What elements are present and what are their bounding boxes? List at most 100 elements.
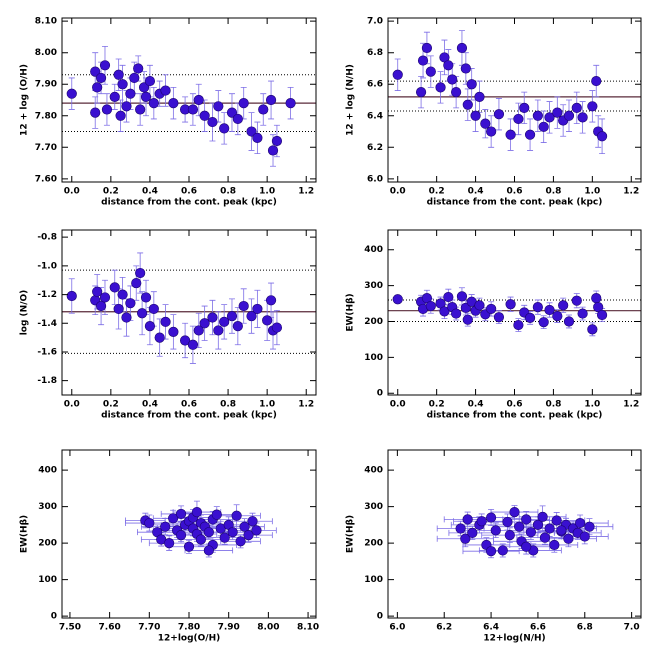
point (521, 514, 532, 525)
x-tick-label: 7.60 (99, 623, 121, 633)
point (207, 116, 218, 128)
point (232, 113, 243, 125)
point (179, 335, 191, 346)
y-tick-label: 7.90 (35, 80, 57, 90)
point (584, 521, 595, 532)
point (544, 523, 555, 534)
x-tick-label: 1.2 (623, 400, 639, 410)
point (95, 300, 107, 312)
point (579, 531, 590, 542)
point (509, 506, 520, 518)
point (113, 69, 124, 80)
point (497, 545, 508, 556)
y-axis-label: EW(Hβ) (346, 515, 356, 553)
point (168, 326, 179, 337)
point (213, 325, 224, 336)
point (563, 316, 575, 327)
y-tick-label: -1.4 (37, 319, 57, 329)
point (493, 109, 505, 120)
panel: 7.50 7.60 7.70 7.80 7.90 8.00 8.10 0 100 200 300 40… (20, 449, 319, 644)
point (504, 529, 515, 541)
point (514, 521, 525, 532)
y-tick-label: 200 (364, 317, 383, 327)
x-tick-label: 0.2 (429, 400, 445, 410)
point (480, 118, 491, 129)
point (447, 74, 458, 85)
point (187, 339, 199, 350)
point (154, 332, 165, 343)
point (451, 87, 462, 98)
point (219, 316, 230, 327)
point (191, 506, 203, 518)
point (109, 282, 120, 293)
x-axis-label: distance from the cont. peak (kpc) (427, 411, 603, 421)
point (92, 286, 103, 297)
point (587, 101, 598, 112)
y-tick-label: 6.8 (367, 48, 383, 58)
y-tick-label: 6.0 (367, 174, 383, 184)
x-tick-label: 0.6 (507, 187, 523, 197)
plot-frame (387, 17, 642, 183)
point (99, 60, 111, 71)
point (466, 79, 477, 90)
x-tick-label: 0.0 (64, 187, 80, 197)
point (238, 300, 249, 312)
point (486, 303, 497, 315)
panel: 0.0 0.2 0.4 0.6 0.8 1.0 1.2 0 100 200 300 400 distan… (346, 229, 642, 421)
y-tick-label: -1.8 (37, 376, 57, 386)
point (537, 511, 548, 522)
y-tick-label: 200 (38, 539, 57, 549)
x-tick-label: 6.4 (483, 623, 499, 633)
point (195, 534, 207, 545)
y-tick-label: 300 (38, 502, 57, 512)
point (251, 525, 262, 536)
point (135, 267, 146, 279)
x-tick-label: 0.8 (545, 187, 561, 197)
point (596, 131, 608, 142)
point (252, 132, 263, 143)
y-tick-label: 6.6 (367, 80, 383, 90)
point (231, 510, 242, 521)
point (490, 525, 501, 536)
y-tick-label: 100 (38, 575, 57, 585)
x-tick-label: 0.4 (468, 400, 484, 410)
point (131, 277, 142, 289)
x-tick-label: 0.0 (64, 400, 80, 410)
x-tick-label: 0.2 (429, 187, 445, 197)
point (121, 312, 132, 323)
x-tick-label: 1.2 (623, 187, 639, 197)
x-tick-label: 0.0 (390, 187, 406, 197)
y-tick-label: 0 (377, 612, 383, 622)
point (435, 82, 446, 93)
x-tick-label: 0.4 (142, 187, 158, 197)
x-axis-label: 12+log(O/H) (158, 634, 220, 644)
point (125, 88, 136, 99)
point (502, 516, 513, 528)
point (571, 295, 582, 306)
x-axis-label: 12+log(N/H) (483, 634, 545, 644)
y-tick-label: 400 (38, 466, 57, 476)
point (474, 91, 485, 102)
point (493, 312, 505, 323)
point (485, 512, 497, 523)
x-axis-label: distance from the cont. peak (kpc) (101, 411, 277, 421)
x-tick-label: 1.2 (298, 400, 314, 410)
x-tick-label: 6.0 (389, 623, 405, 633)
x-tick-label: 8.10 (297, 623, 319, 633)
point (168, 513, 179, 524)
point (443, 60, 454, 71)
point (121, 101, 132, 112)
y-tick-label: 6.2 (367, 143, 383, 153)
y-tick-label: 100 (364, 353, 383, 363)
panel: 6.0 6.2 6.4 6.6 6.8 7.0 0 100 200 300 400 12+log(N/… (346, 449, 642, 644)
point (246, 126, 257, 137)
point (213, 101, 224, 112)
point (462, 314, 473, 325)
point (235, 536, 246, 547)
y-tick-label: 7.80 (35, 111, 57, 121)
point (117, 79, 128, 90)
point (538, 317, 549, 328)
point (90, 66, 101, 77)
point (160, 521, 171, 532)
